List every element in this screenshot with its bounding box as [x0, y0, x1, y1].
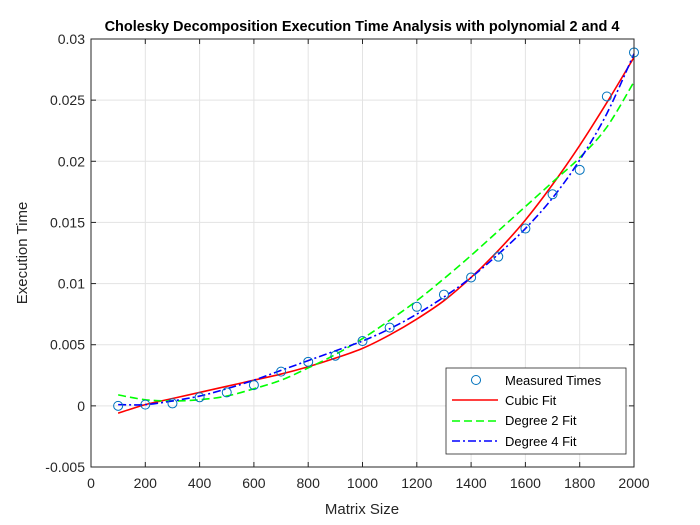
- measured-point: [330, 350, 341, 361]
- y-tick-label: -0.005: [45, 459, 85, 475]
- y-tick-label: 0.02: [58, 153, 85, 169]
- measured-point: [113, 400, 124, 411]
- measured-point: [411, 301, 422, 312]
- measured-point: [303, 356, 314, 367]
- legend: Measured Times Cubic Fit Degree 2 Fit De…: [445, 367, 627, 455]
- y-axis-label: Execution Time: [14, 202, 31, 305]
- measured-point: [221, 387, 232, 398]
- x-tick-label: 800: [297, 475, 321, 491]
- x-tick-label: 1600: [510, 475, 541, 491]
- measured-point: [574, 164, 585, 175]
- x-tick-label: 600: [242, 475, 266, 491]
- y-tick-label: 0.025: [50, 92, 85, 108]
- plot-series: [117, 53, 635, 414]
- x-tick-label: 0: [87, 475, 95, 491]
- measured-point: [167, 398, 178, 409]
- x-tick-label: 1800: [564, 475, 595, 491]
- x-tick-label: 200: [134, 475, 158, 491]
- x-tick-label: 2000: [618, 475, 649, 491]
- measured-point: [493, 251, 504, 262]
- x-tick-label: 1000: [347, 475, 378, 491]
- chart-title: Cholesky Decomposition Execution Time An…: [105, 19, 620, 35]
- measured-point: [248, 380, 259, 391]
- legend-label-degree4: Degree 4 Fit: [505, 434, 577, 449]
- measured-point: [438, 289, 449, 300]
- x-tick-label: 1200: [401, 475, 432, 491]
- measured-point: [601, 91, 612, 102]
- x-tick-label: 400: [188, 475, 212, 491]
- measured-point: [194, 392, 205, 403]
- x-tick-label: 1400: [456, 475, 487, 491]
- x-axis-label: Matrix Size: [325, 501, 399, 518]
- y-tick-label: 0.01: [58, 276, 85, 292]
- legend-label-cubic: Cubic Fit: [505, 393, 557, 408]
- measured-point: [384, 322, 395, 333]
- y-tick-label: 0.015: [50, 214, 85, 230]
- y-tick-label: 0.03: [58, 31, 85, 47]
- axis-ticks: 0 200 400 600 800 1000 1200 1400 1600 1800 2000 -0.…: [45, 31, 649, 491]
- series-line-0: [117, 56, 635, 414]
- legend-marker-measured: [471, 375, 481, 385]
- y-tick-label: 0: [77, 398, 85, 414]
- measured-point: [520, 223, 531, 234]
- legend-label-measured: Measured Times: [505, 373, 602, 388]
- legend-box: [445, 367, 627, 455]
- series-line-1: [118, 81, 635, 402]
- legend-label-degree2: Degree 2 Fit: [505, 413, 577, 428]
- measured-point: [140, 399, 151, 410]
- series-line-2: [118, 53, 635, 406]
- measured-markers: [113, 47, 639, 411]
- measured-point: [276, 366, 287, 377]
- measured-point: [466, 272, 477, 283]
- y-tick-label: 0.005: [50, 337, 85, 353]
- measured-point: [357, 336, 368, 347]
- measured-point: [547, 189, 558, 200]
